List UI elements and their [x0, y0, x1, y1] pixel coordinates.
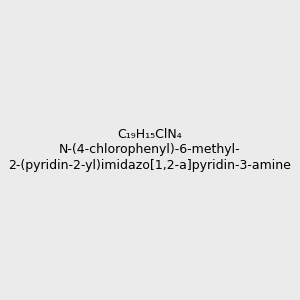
Text: C₁₉H₁₅ClN₄
N-(4-chlorophenyl)-6-methyl-
2-(pyridin-2-yl)imidazo[1,2-a]pyridin-3-: C₁₉H₁₅ClN₄ N-(4-chlorophenyl)-6-methyl- …: [9, 128, 291, 172]
